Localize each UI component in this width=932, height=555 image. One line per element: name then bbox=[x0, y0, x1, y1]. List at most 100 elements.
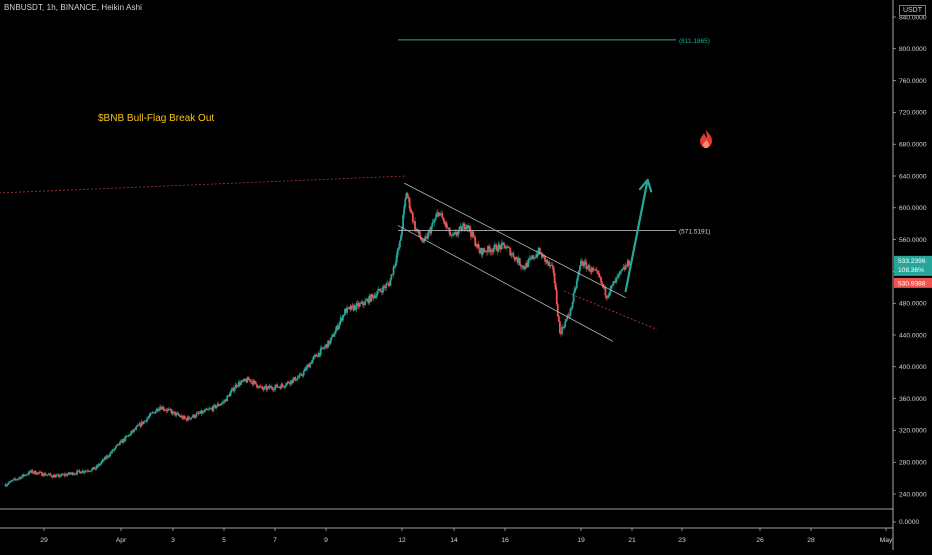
candle-body bbox=[604, 287, 607, 296]
red-price-badge[interactable] bbox=[894, 277, 932, 288]
candle-body bbox=[355, 303, 358, 310]
candle-body bbox=[202, 411, 205, 413]
candle-body bbox=[218, 405, 221, 406]
candle-body bbox=[356, 303, 359, 304]
candle-body bbox=[387, 283, 390, 285]
candle-body bbox=[427, 232, 429, 239]
candle-body bbox=[307, 364, 309, 367]
candle-body bbox=[114, 446, 117, 449]
flag-channel-upper-line[interactable] bbox=[403, 182, 626, 298]
candle-body bbox=[20, 476, 23, 479]
time-tick-label: May bbox=[880, 537, 893, 544]
candle-body bbox=[488, 246, 490, 249]
candle-body bbox=[574, 287, 577, 289]
candle-body bbox=[67, 472, 70, 475]
candle-body bbox=[460, 226, 463, 232]
candle-body bbox=[608, 292, 611, 295]
candle-body bbox=[153, 412, 156, 414]
candle-body bbox=[254, 381, 257, 385]
time-tick-label: 9 bbox=[324, 537, 328, 544]
time-tick-label: 21 bbox=[628, 537, 636, 544]
candle-body bbox=[437, 212, 440, 216]
flag-channel-lower-line[interactable] bbox=[397, 224, 614, 342]
candle-body bbox=[418, 230, 421, 236]
annotation-text[interactable]: $BNB Bull-Flag Break Out bbox=[98, 113, 215, 124]
candle-body bbox=[475, 245, 478, 247]
candle-body bbox=[516, 259, 519, 263]
candle-body bbox=[305, 366, 308, 370]
candle-body bbox=[216, 403, 219, 407]
candle-body bbox=[148, 415, 151, 418]
candle-body bbox=[336, 325, 339, 330]
candle-body bbox=[370, 294, 373, 302]
candle-body bbox=[48, 473, 51, 475]
candle-body bbox=[541, 253, 543, 258]
candle-body bbox=[113, 448, 116, 451]
candle-body bbox=[626, 260, 629, 266]
currency-badge[interactable]: USDT bbox=[898, 5, 926, 16]
prior-high-trendline[interactable] bbox=[0, 175, 407, 194]
candle-body bbox=[501, 242, 504, 244]
candle-body bbox=[614, 281, 616, 283]
candle-body bbox=[332, 334, 335, 337]
candle-body bbox=[74, 473, 76, 475]
candle-body bbox=[211, 408, 214, 411]
candle-body bbox=[472, 231, 475, 238]
candle-body bbox=[179, 415, 182, 418]
candle-body bbox=[456, 234, 459, 236]
candle-body bbox=[575, 280, 578, 288]
up-right-arrow-icon[interactable] bbox=[624, 178, 653, 293]
candle-body bbox=[159, 407, 161, 410]
candle-body bbox=[11, 480, 13, 482]
last-price-badge[interactable] bbox=[894, 255, 932, 276]
candle-body bbox=[88, 471, 90, 472]
candle-body bbox=[274, 386, 276, 390]
candle-body bbox=[394, 262, 397, 266]
candle-body bbox=[270, 386, 273, 389]
candle-body bbox=[184, 418, 187, 420]
candle-body bbox=[414, 221, 416, 231]
candle-body bbox=[528, 258, 531, 260]
candle-body bbox=[503, 242, 505, 246]
candle-body bbox=[280, 384, 283, 389]
price-tick-label: 800.0000 bbox=[899, 46, 927, 53]
candle-body bbox=[286, 381, 289, 383]
candle-body bbox=[330, 337, 333, 341]
candle-body bbox=[32, 472, 35, 474]
candle-body bbox=[310, 363, 313, 364]
candle-body bbox=[401, 228, 403, 236]
candle-body bbox=[445, 222, 448, 228]
candle-body bbox=[40, 472, 43, 476]
candle-body bbox=[51, 476, 54, 478]
channel-extension-line[interactable] bbox=[563, 290, 658, 330]
candle-body bbox=[491, 250, 494, 252]
candle-body bbox=[231, 387, 234, 390]
symbol-header[interactable]: BNBUSDT, 1h, BINANCE, Heikin Ashi bbox=[4, 3, 143, 12]
candle-body bbox=[133, 429, 135, 432]
candle-body bbox=[115, 445, 118, 447]
candle-body bbox=[555, 289, 558, 305]
candle-body bbox=[620, 270, 623, 272]
candle-body bbox=[421, 240, 424, 243]
candle-body bbox=[570, 307, 573, 309]
candle-body bbox=[271, 388, 274, 390]
candle-body bbox=[545, 259, 548, 262]
candle-body bbox=[8, 481, 11, 483]
candle-body bbox=[136, 425, 139, 427]
candle-body bbox=[390, 274, 393, 280]
candle-body bbox=[611, 283, 614, 286]
candle-body bbox=[145, 420, 147, 422]
candle-body bbox=[178, 415, 181, 417]
candle-body bbox=[381, 290, 383, 293]
candle-body bbox=[39, 471, 42, 473]
candle-body bbox=[223, 401, 225, 403]
candle-body bbox=[163, 409, 166, 411]
candle-body bbox=[321, 347, 324, 349]
candle-body bbox=[161, 406, 164, 410]
candle-body bbox=[462, 223, 465, 227]
candle-body bbox=[436, 212, 439, 215]
candle-body bbox=[124, 436, 127, 441]
candle-body bbox=[613, 281, 615, 284]
